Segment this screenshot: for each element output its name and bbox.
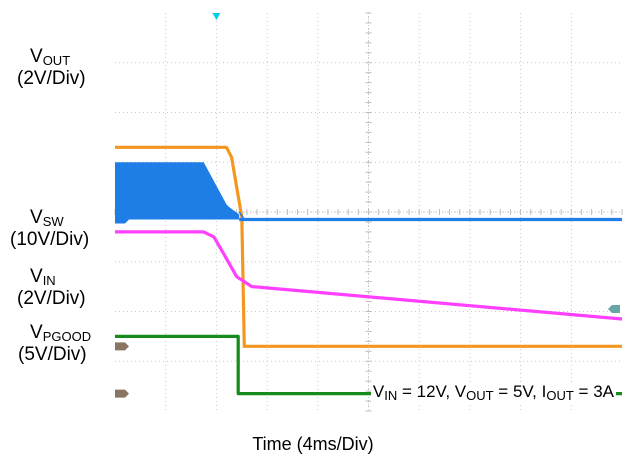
ground-marker-vout xyxy=(115,342,129,351)
vout-label: VOUT (2V/Div) xyxy=(17,46,86,89)
ground-marker-vin xyxy=(608,305,620,314)
vsw-label: VSW (10V/Div) xyxy=(10,207,90,250)
trace-vout xyxy=(115,145,622,348)
vpgood-label: VPGOOD (5V/Div) xyxy=(18,322,92,365)
trace-vsw-burst xyxy=(115,162,240,220)
trigger-marker xyxy=(212,13,221,20)
test-conditions: VIN = 12V, VOUT = 5V, IOUT = 3A xyxy=(370,382,616,403)
ground-markers xyxy=(115,215,620,398)
trace-vin xyxy=(115,230,623,321)
x-axis-label: Time (4ms/Div) xyxy=(252,434,374,454)
ground-marker-vpgood xyxy=(115,389,129,398)
vin-label: VIN (2V/Div) xyxy=(17,266,86,309)
ground-marker-vsw xyxy=(115,215,129,224)
